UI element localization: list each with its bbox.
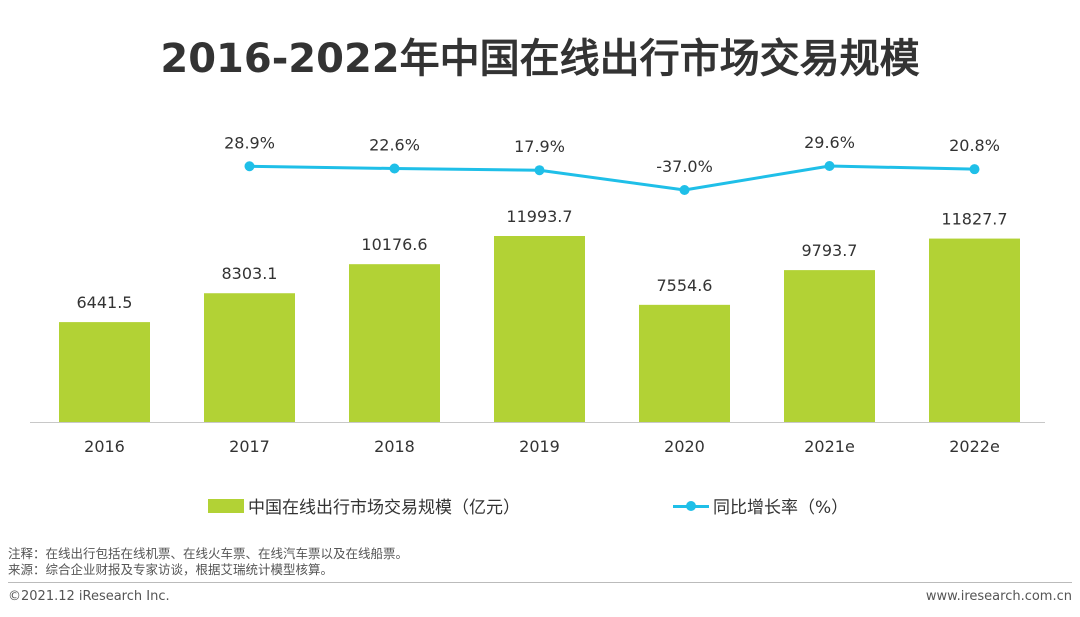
chart-canvas: 6441.5 2016 8303.1 2017 10176.6 2018 11993.7 20… bbox=[30, 133, 1045, 456]
bar bbox=[59, 322, 150, 422]
legend-swatch-line bbox=[673, 499, 709, 513]
growth-point bbox=[534, 165, 545, 176]
footer-website: www.iresearch.com.cn bbox=[925, 589, 1072, 604]
bar-value-label: 8303.1 bbox=[222, 264, 278, 283]
legend-item-line: 同比增长率（%） bbox=[673, 493, 848, 518]
x-tick-label: 2017 bbox=[229, 437, 270, 456]
bar-value-label: 6441.5 bbox=[77, 293, 133, 312]
growth-point bbox=[244, 161, 255, 172]
legend-item-bar: 中国在线出行市场交易规模（亿元） bbox=[208, 493, 520, 518]
growth-value-label: 22.6% bbox=[369, 136, 420, 155]
chart-title: 2016-2022年中国在线出行市场交易规模 bbox=[160, 36, 920, 82]
growth-value-label: -37.0% bbox=[656, 157, 713, 176]
bar bbox=[349, 264, 440, 422]
x-tick-label: 2019 bbox=[519, 437, 560, 456]
footer-copyright: ©2021.12 iResearch Inc. bbox=[8, 589, 170, 604]
growth-value-label: 28.9% bbox=[224, 133, 275, 152]
growth-value-label: 17.9% bbox=[514, 137, 565, 156]
bar-value-label: 11993.7 bbox=[506, 207, 572, 226]
legend-label-line: 同比增长率（%） bbox=[713, 498, 849, 518]
x-tick-label: 2018 bbox=[374, 437, 415, 456]
footer-divider bbox=[8, 582, 1072, 583]
growth-point bbox=[969, 164, 980, 175]
growth-value-label: 29.6% bbox=[804, 133, 855, 152]
bar-value-label: 11827.7 bbox=[941, 210, 1007, 229]
bar bbox=[494, 236, 585, 422]
x-tick-label: 2016 bbox=[84, 437, 125, 456]
growth-value-label: 20.8% bbox=[949, 136, 1000, 155]
x-tick-label: 2022e bbox=[949, 437, 1000, 456]
chart-notes: 注释：在线出行包括在线机票、在线火车票、在线汽车票以及在线船票。 来源：综合企业… bbox=[8, 546, 408, 578]
bar bbox=[929, 238, 1020, 422]
legend-label-bar: 中国在线出行市场交易规模（亿元） bbox=[248, 498, 520, 518]
source-line: 来源：综合企业财报及专家访谈，根据艾瑞统计模型核算。 bbox=[8, 562, 334, 577]
bar-value-label: 7554.6 bbox=[657, 276, 713, 295]
bar bbox=[204, 293, 295, 422]
bar bbox=[639, 304, 730, 422]
bar bbox=[784, 270, 875, 422]
growth-point bbox=[389, 163, 400, 174]
legend-swatch-bar bbox=[208, 498, 244, 513]
growth-line bbox=[249, 164, 975, 192]
growth-point bbox=[824, 161, 835, 171]
bar-value-label: 9793.7 bbox=[802, 241, 858, 260]
bar-value-label: 10176.6 bbox=[361, 235, 427, 254]
x-tick-label: 2021e bbox=[804, 437, 855, 456]
x-tick-label: 2020 bbox=[664, 437, 705, 456]
growth-point bbox=[679, 184, 690, 195]
note-line: 注释：在线出行包括在线机票、在线火车票、在线汽车票以及在线船票。 bbox=[8, 546, 409, 561]
